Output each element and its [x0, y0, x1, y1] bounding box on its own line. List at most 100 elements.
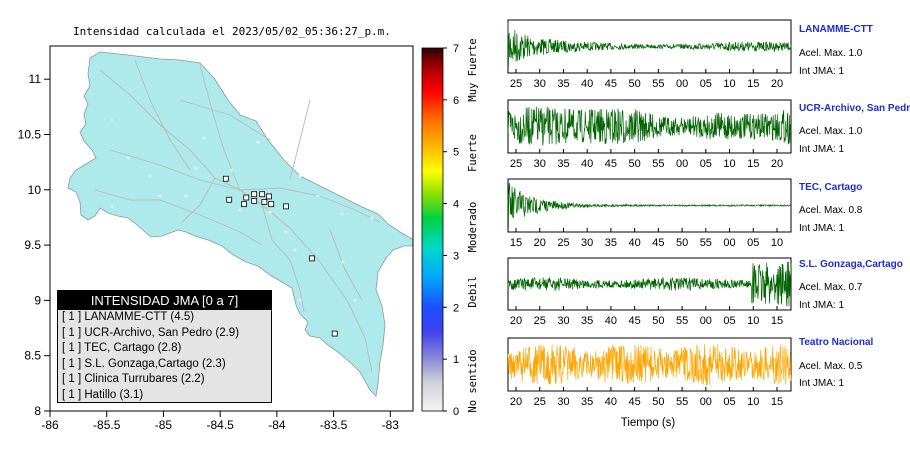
waveform-tick-label: 30: [557, 315, 569, 327]
waveform-tick-label: 40: [581, 78, 593, 90]
station-marker: [251, 197, 258, 204]
lon-tick-label: -83.5: [320, 418, 348, 432]
town-dot: [184, 194, 188, 198]
town-dot: [370, 216, 374, 220]
waveform-tick-label: 25: [534, 396, 546, 408]
lon-tick-label: -84: [268, 418, 286, 432]
waveform-tick-label: 05: [700, 78, 712, 90]
waveform-tick-label: 10: [747, 396, 759, 408]
station-name: S.L. Gonzaga,Cartago: [799, 259, 903, 270]
legend-item: [ 1 ] UCR-Archivo, San Pedro (2.9): [62, 326, 240, 339]
road-line: [289, 99, 311, 181]
lon-tick-label: -83: [382, 418, 400, 432]
station-marker: [261, 199, 268, 205]
station-jma: Int JMA: 1: [799, 378, 845, 389]
waveform-tick-label: 30: [534, 78, 546, 90]
colorbar-category-label: Fuerte: [467, 134, 479, 172]
waveform-tick-label: 15: [747, 158, 759, 170]
lat-tick-label: 9: [34, 293, 41, 307]
waveform-tick-label: 10: [771, 237, 783, 249]
waveform-tick-label: 10: [747, 315, 759, 327]
waveform-trace: [507, 261, 792, 307]
waveform-trace: [507, 182, 792, 229]
road-line: [261, 204, 305, 313]
waveform-panels: 25 30 35 40 45 50 55 00 05 10 15 20 25 30 35 40 45 50 55 00…: [507, 19, 792, 429]
waveform-tick-label: 10: [723, 158, 735, 170]
waveform-tick-label: 40: [629, 237, 641, 249]
station-jma: Int JMA: 1: [799, 144, 845, 155]
waveform-tick-label: 55: [652, 158, 664, 170]
town-dot: [353, 298, 357, 302]
town-dot: [298, 174, 302, 178]
road-line: [239, 187, 381, 223]
station-jma: Int JMA: 1: [799, 66, 845, 77]
station-marker: [309, 255, 315, 262]
waveform-trace: [507, 21, 792, 67]
waveform-tick-label: 30: [581, 237, 593, 249]
station-marker: [283, 203, 289, 210]
station-marker: [331, 330, 338, 337]
station-accel: Acel. Max. 1.0: [799, 126, 863, 137]
town-dot: [268, 210, 272, 214]
waveform-tick-label: 50: [629, 78, 641, 90]
town-dot: [340, 212, 344, 216]
waveform-tick-label: 15: [747, 78, 759, 90]
waveform-tick-label: 45: [605, 158, 617, 170]
station-marker: [241, 201, 247, 208]
legend-item: [ 1 ] S.L. Gonzaga,Cartago (2.3): [62, 357, 226, 370]
waveform-tick-label: 40: [605, 315, 617, 327]
road-line: [181, 177, 216, 223]
waveform-tick-label: 05: [700, 158, 712, 170]
colorbar-category-label: Muy Fuerte: [467, 38, 479, 101]
town-dot: [126, 156, 130, 160]
waveform-tick-label: 00: [676, 158, 688, 170]
road-line: [109, 149, 241, 191]
waveform-tick-label: 15: [771, 315, 783, 327]
station-marker: [268, 201, 275, 208]
town-dot: [284, 230, 288, 234]
lat-tick-label: 10: [28, 183, 42, 197]
colorbar-rect: [421, 47, 444, 412]
station-marker: [243, 194, 250, 201]
waveform-tick-label: 35: [557, 78, 569, 90]
waveform-tick-label: 20: [771, 158, 783, 170]
waveform-tick-label: 20: [534, 237, 546, 249]
waveform-tick-label: 50: [652, 396, 664, 408]
road-line: [94, 189, 160, 201]
waveform-tick-label: 25: [534, 315, 546, 327]
town-dot: [158, 194, 162, 198]
waveform-tick-label: 15: [510, 237, 522, 249]
time-axis-label: Tiempo (s): [621, 417, 676, 429]
lat-tick-label: 9.5: [24, 238, 41, 252]
lon-tick-label: -85.5: [93, 418, 121, 432]
waveform-tick-label: 45: [629, 396, 641, 408]
station-marker: [251, 191, 258, 198]
waveform-tick-label: 55: [676, 315, 688, 327]
waveform-tick-label: 55: [652, 78, 664, 90]
colorbar-tick-label: 2: [453, 302, 459, 314]
waveform-tick-label: 30: [557, 396, 569, 408]
road-line: [329, 229, 363, 301]
waveform-tick-label: 25: [510, 78, 522, 90]
waveform-tick-label: 15: [771, 396, 783, 408]
waveform-tick-label: 00: [723, 237, 735, 249]
waveform-frame: [507, 257, 792, 311]
lon-tick-label: -85: [155, 418, 173, 432]
waveform-tick-label: 20: [510, 315, 522, 327]
colorbar-tick-label: 0: [453, 406, 459, 418]
waveform-tick-label: 45: [652, 237, 664, 249]
station-marker: [266, 193, 272, 200]
colorbar-tick-label: 4: [453, 199, 459, 211]
station-marker: [222, 175, 229, 182]
station-accel: Acel. Max. 0.7: [799, 282, 863, 293]
road-line: [159, 199, 263, 246]
station-marker: [226, 196, 233, 203]
intensity-colorbar: 0 1 2 3 4 5 6 7 No sentido Debil Moderado Fuerte Muy…: [421, 38, 479, 418]
waveform-tick-label: 35: [581, 315, 593, 327]
road-line: [179, 99, 271, 141]
waveform-tick-label: 10: [723, 78, 735, 90]
town-dot: [316, 338, 320, 342]
waveform-tick-label: 55: [676, 396, 688, 408]
map-frame: [49, 45, 414, 412]
